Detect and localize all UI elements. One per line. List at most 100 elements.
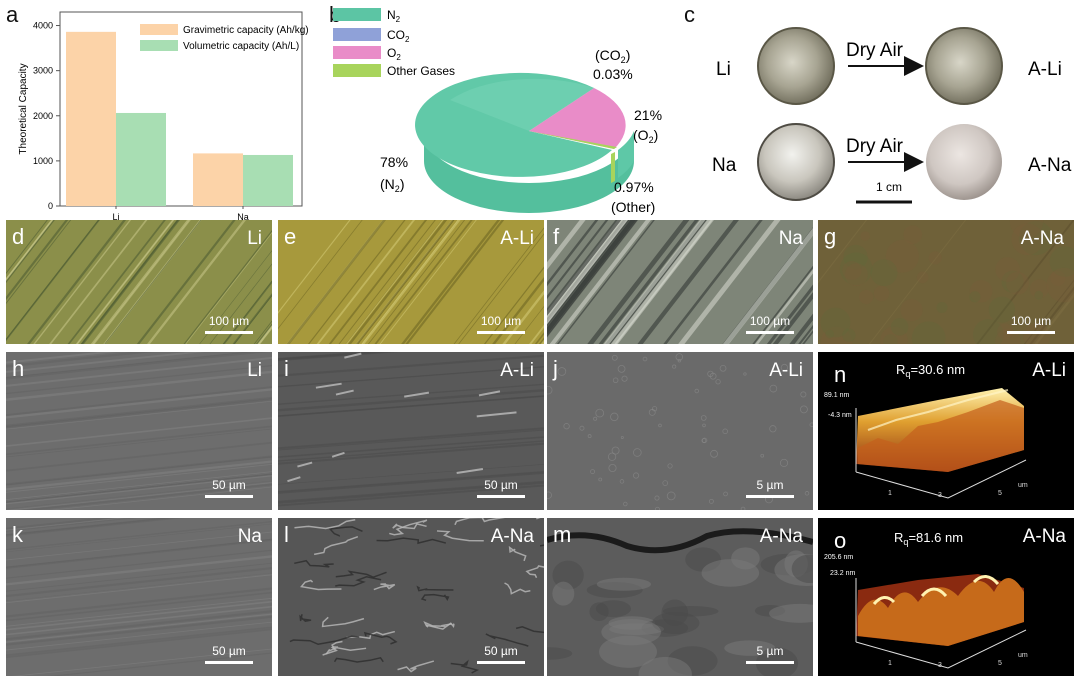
micrograph-m-sample-tag: A-Na [759,526,803,547]
micrograph-g-sample-tag: A-Na [1020,228,1064,249]
na-disc-photo [758,124,834,200]
pie-side-other [611,152,615,183]
afm-panel-n: A-Li Rq=30.6 nm 89.1 nm -4.3 nm 1 3 5 um [818,352,1074,510]
y-tick-label: 4000 [33,21,53,31]
micrograph-h-sample-tag: Li [247,360,262,381]
label-ana: A-Na [1028,155,1072,176]
micrograph-panel-k: Na 50 µm [6,518,272,676]
micrograph-g-scale-bar [1007,331,1055,334]
afm-n-tag: A-Li [1032,360,1066,381]
label-other-name: (Other) [611,199,655,215]
micrograph-j-scale-bar [746,495,794,498]
micrograph-panel-j: A-Li 5 µm [547,352,813,510]
afm-n-x-tick-3: 3 [938,492,942,499]
micrograph-f-scale-bar [746,331,794,334]
micrograph-f-sample-tag: Na [778,228,803,249]
panel-label-j: j [553,356,558,381]
legend-label-n2: N2 [387,8,401,24]
y-axis-label: Theoretical Capacity [18,63,29,154]
micrograph-d-scale-label: 100 µm [208,314,250,328]
label-other-pct: 0.97% [614,179,654,195]
micrograph-panel-i: A-Li 50 µm [278,352,544,510]
pie-legend: N2 CO2 O2 Other Gases [333,8,455,78]
label-o2-name: (O2) [633,127,658,145]
y-tick-label: 2000 [33,111,53,121]
panel-label-i: i [284,356,289,381]
x-tick-label: Na [237,212,249,222]
micrograph-h-scale-bar [205,495,253,498]
micrograph-m-scale-bar [746,661,794,664]
label-na: Na [712,155,737,176]
micrograph-panel-f: Na 100 µm [547,220,813,344]
micrograph-l-scale-label: 50 µm [484,644,518,658]
micrograph-g-scale-label: 100 µm [1010,314,1052,328]
micrograph-l-sample-tag: A-Na [490,526,534,547]
label-dry-air-2: Dry Air [846,136,904,157]
label-n2-name: (N2) [380,176,404,194]
micrograph-m-scale-label: 5 µm [756,644,784,658]
pie-side-o2 [618,131,634,178]
legend-swatch-o2 [333,46,381,59]
afm-o-axis-unit: um [1018,652,1028,659]
scale-label-1cm: 1 cm [876,180,902,194]
afm-o-z-bottom: 23.2 nm [830,570,856,577]
legend-label-co2: CO2 [387,28,410,44]
micrograph-l-scale-bar [477,661,525,664]
label-n2-pct: 78% [380,154,408,170]
x-tick-label: Li [112,212,119,222]
micrograph-i-scale-bar [477,495,525,498]
air-composition-pie-chart: N2 CO2 O2 Other Gases (CO2) 0.03% 21% (O… [333,8,662,215]
y-tick-label: 0 [48,201,53,211]
legend-swatch-n2 [333,8,381,21]
micrograph-panel-d: Li 100 µm [6,220,272,344]
afm-panel-o: A-Na Rq=81.6 nm 205.6 nm 23.2 nm 1 3 5 u… [818,518,1074,676]
micrograph-d-scale-bar [205,331,253,334]
pie-slice-o2 [529,88,626,149]
pie-side-n2 [424,131,634,213]
legend-swatch-1 [140,24,178,35]
label-o2-pct: 21% [634,107,662,123]
label-dry-air-1: Dry Air [846,40,904,61]
afm-o-x-tick-5: 5 [998,660,1002,667]
legend-swatch-other [333,64,381,77]
panel-label-c: c [684,2,695,27]
micrograph-j-sample-tag: A-Li [769,360,803,381]
panel-label-g: g [824,224,837,249]
micrograph-panel-g: A-Na 100 µm [818,220,1074,344]
micrograph-f-scale-label: 100 µm [749,314,791,328]
label-ali: A-Li [1028,59,1062,80]
micrograph-i-scale-label: 50 µm [484,478,518,492]
afm-n-z-bottom: -4.3 nm [828,412,852,419]
y-tick-label: 1000 [33,156,53,166]
afm-n-x-tick-1: 1 [888,490,892,497]
micrograph-k-scale-bar [205,661,253,664]
afm-n-z-top: 89.1 nm [824,392,850,399]
ali-disc-photo [926,28,1002,104]
panel-label-e: e [284,224,297,249]
micrograph-k-sample-tag: Na [237,526,262,547]
micrograph-h-scale-label: 50 µm [212,478,246,492]
afm-o-roughness: Rq=81.6 nm [894,530,964,547]
bar-na-series-2 [243,154,293,206]
li-disc-photo [758,28,834,104]
panel-label-a: a [6,2,19,27]
pie-slice-other [529,131,617,149]
micrograph-panel-m: A-Na 5 µm [547,518,813,676]
panel-label-f: f [553,224,560,249]
panel-label-d: d [12,224,25,249]
micrograph-e-scale-label: 100 µm [480,314,522,328]
legend-label-o2: O2 [387,46,401,62]
micrograph-k-scale-label: 50 µm [212,644,246,658]
y-tick-label: 3000 [33,66,53,76]
micrograph-d-sample-tag: Li [247,228,262,249]
micrograph-panel-l: A-Na 50 µm [278,518,544,676]
bar-li-series-1 [66,31,116,206]
panel-label-h: h [12,356,25,381]
legend-swatch-2 [140,40,178,51]
micrograph-j-scale-label: 5 µm [756,478,784,492]
label-li: Li [716,59,731,80]
metal-photos-panel: Li Dry Air A-Li Na Dry Air A-Na 1 cm [712,27,1072,204]
micrograph-panel-e: A-Li 100 µm [278,220,544,344]
panel-label-k: k [12,522,23,547]
legend-swatch-co2 [333,28,381,41]
